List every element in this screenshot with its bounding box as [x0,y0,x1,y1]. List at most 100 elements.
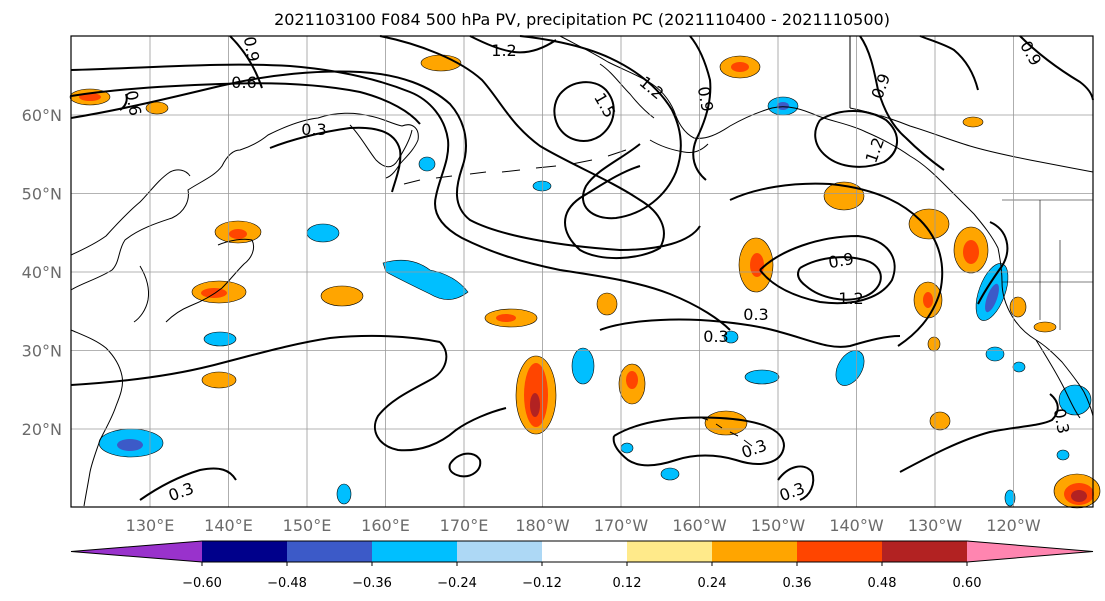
longitude-label: 180°W [515,516,570,535]
pv-contour-line [612,416,786,467]
precip-positive-blob [1009,296,1027,318]
pv-contour-line [599,318,901,348]
pv-contour-label: 0.9 [694,85,717,113]
precip-negative-blob [306,223,340,243]
longitude-label: 130°W [908,516,963,535]
pv-contour-line [70,334,507,452]
colorbar-segment [287,541,372,562]
colorbar-tick-label: −0.60 [182,576,222,591]
precip-anomaly-layer [69,54,1101,509]
pv-contour-line [469,35,557,54]
precip-negative-blob [620,442,634,454]
longitude-label: 140°E [204,516,253,535]
precip-positive-blob [1071,490,1087,502]
pv-contour-line [814,110,898,168]
precip-positive-blob [929,411,951,431]
precip-positive-blob [704,410,748,436]
pv-contour-line [269,126,402,193]
longitude-label: 170°E [440,516,489,535]
pv-contour-line [139,467,237,501]
colorbar-segment [457,541,542,562]
longitude-label: 130°E [126,516,175,535]
asia-coastline [70,112,419,291]
precip-negative-blob [660,467,680,481]
pv-contour-line [1019,35,1094,101]
precip-positive-blob [1033,321,1057,333]
precip-positive-blob [420,54,462,72]
precip-negative-blob [723,330,739,344]
precip-negative-blob [1004,489,1016,507]
pv-contour-line [70,82,421,125]
hawaii-islands [701,417,753,447]
colorbar-segment [712,541,797,562]
pv-contour-line [70,63,731,331]
pv-contour-line [379,35,665,259]
precip-positive-blob [596,292,618,316]
precip-positive-blob [201,288,227,298]
map-background [71,36,1093,507]
japan-coastline [165,238,255,323]
precip-positive-blob [731,62,749,72]
longitude-label: 170°W [594,516,649,535]
precip-positive-blob [927,336,941,352]
precip-negative-blob [117,439,143,451]
precip-negative-blob [532,180,552,192]
aleutian-islands [403,149,627,185]
colorbar-tick-label: 0.48 [868,576,897,591]
latitude-label: 40°N [22,263,62,282]
latitude-labels: 60°N 50°N 40°N 30°N 20°N [22,106,62,439]
precip-positive-blob [962,116,984,128]
longitude-label: 160°W [672,516,727,535]
precip-negative-blob [1056,449,1070,461]
latitude-label: 60°N [22,106,62,125]
pv-contour-label: 0.6 [231,73,256,92]
map-frame [70,35,1094,508]
precip-negative-blob [777,102,789,110]
map-panel: 1.2 0.9 0.6 0.6 1.5 1.2 0.9 0.9 1.2 0.3 … [69,35,1101,509]
pv-contour-line [689,35,712,181]
pv-contour-label: 0.6 [122,89,145,117]
colorbar-segment [797,541,882,562]
longitude-label: 150°W [751,516,806,535]
pv-contour-line [448,452,482,478]
pv-contour-line [777,465,815,501]
precip-positive-blob [963,240,979,264]
pv-contour-line [519,35,682,220]
colorbar: −0.60 −0.48 −0.36 −0.24 −0.12 0.12 0.24 0.36 0.4… [70,540,1094,591]
precip-positive-blob [530,393,540,417]
precip-negative-blob [418,156,436,172]
pv-contour-label: 0.9 [827,249,855,272]
pv-contour-label: 0.9 [240,35,263,63]
latitude-label: 30°N [22,342,62,361]
pv-contour-label: 0.3 [743,305,768,324]
colorbar-tick-label: −0.36 [352,576,392,591]
pv-contour-line [899,393,1059,473]
precip-positive-blob [496,314,516,322]
precip-negative-blob [835,350,865,386]
colorbar-segment [202,541,287,562]
colorbar-segment [882,541,967,562]
precip-positive-blob [626,371,638,389]
colorbar-tick-label: −0.12 [522,576,562,591]
pv-contour-line [859,35,945,171]
colorbar-extend-max [967,541,1093,562]
coastline-layer [70,35,1094,507]
pv-contour-label: 0.3 [703,327,728,346]
longitude-label: 120°W [986,516,1041,535]
kamchatka-coastline [349,124,413,168]
longitude-label: 150°E [283,516,332,535]
precip-positive-blob [823,181,865,211]
precip-negative-blob [1012,361,1026,373]
colorbar-extend-min [71,541,202,562]
pv-contour-line [919,35,979,91]
pv-contour-line [977,221,1009,305]
longitude-label: 140°W [829,516,884,535]
pv-contour-line [553,81,615,142]
pv-contour-line [119,35,263,111]
colorbar-tick-label: 0.24 [698,576,727,591]
precip-positive-blob [908,208,950,240]
precip-positive-blob [201,371,237,389]
colorbar-segment [627,541,712,562]
pv-contour-label: 0.3 [1050,407,1073,435]
